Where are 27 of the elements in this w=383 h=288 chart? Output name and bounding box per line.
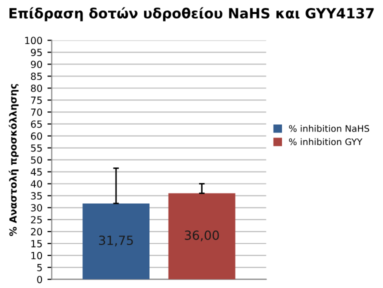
y-tick-label: 0 [37, 276, 42, 284]
y-tick-label: 50 [31, 156, 42, 164]
y-tick-label: 45 [30, 168, 42, 176]
legend-label: % inhibition NaHS [289, 124, 370, 132]
y-tick-label: 100 [25, 36, 42, 44]
y-tick-label: 95 [30, 48, 42, 56]
y-tick-label: 25 [31, 216, 42, 224]
y-tick-label: 70 [31, 108, 42, 116]
y-axis-title: % Αναστολή προσκόλλησης [8, 84, 19, 236]
y-tick-label: 90 [30, 60, 42, 68]
legend-label: % inhibition GYY [289, 138, 362, 146]
y-tick-label: 10 [31, 252, 42, 260]
y-tick-label: 80 [30, 84, 42, 92]
y-tick-label: 60 [30, 132, 42, 140]
y-tick-label: 75 [31, 96, 42, 104]
y-tick-label: 15 [31, 240, 42, 248]
chart-title: Επίδραση δοτών υδροθείου NaHS και GYY4137 [9, 7, 374, 22]
data-label: 31,75 [99, 236, 133, 246]
y-tick-label: 30 [31, 204, 42, 212]
y-tick-label: 40 [30, 180, 42, 188]
y-tick-label: 85 [30, 72, 42, 80]
y-tick-label: 20 [31, 228, 42, 236]
y-tick-label: 65 [30, 120, 42, 128]
y-tick-label: 35 [31, 192, 42, 200]
y-tick-label: 5 [37, 264, 42, 272]
data-label: 36,00 [184, 230, 219, 242]
y-tick-label: 55 [31, 144, 42, 152]
